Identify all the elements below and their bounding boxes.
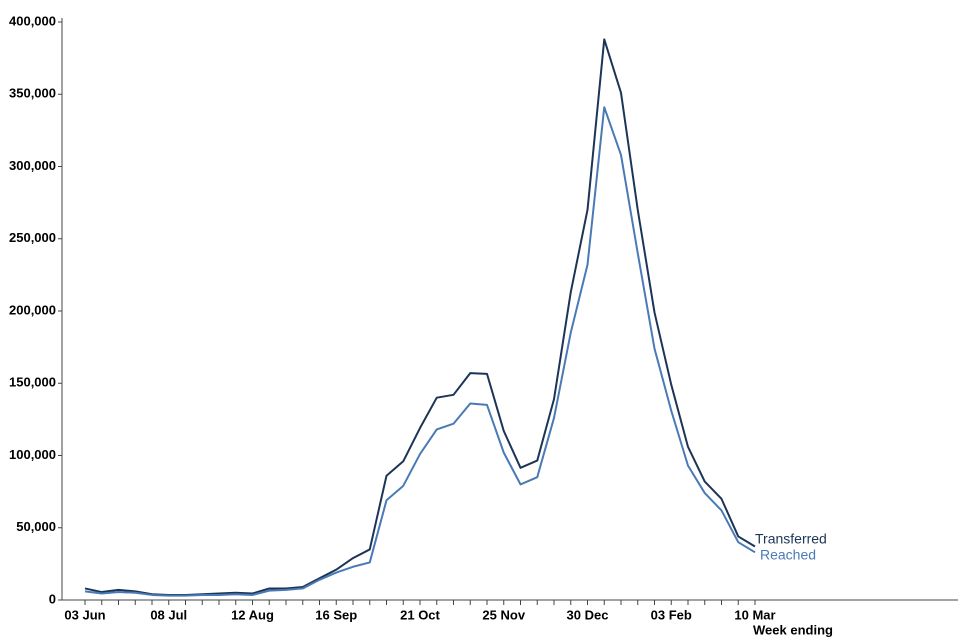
y-tick-label: 100,000 [9, 447, 56, 462]
x-tick-label: 25 Nov [482, 607, 525, 622]
x-tick-label: 03 Feb [651, 607, 692, 622]
x-tick-label: 12 Aug [231, 607, 274, 622]
y-tick-label: 300,000 [9, 158, 56, 173]
series-label: Transferred [755, 531, 827, 547]
x-tick-label: 03 Jun [64, 607, 105, 622]
y-tick-label: 0 [49, 591, 56, 606]
y-tick-label: 400,000 [9, 13, 56, 28]
y-tick-label: 200,000 [9, 302, 56, 317]
x-tick-label: 21 Oct [400, 607, 440, 622]
y-tick-label: 50,000 [16, 519, 56, 534]
x-tick-label: 08 Jul [150, 607, 187, 622]
y-tick-label: 350,000 [9, 86, 56, 101]
series-label: Reached [760, 547, 816, 563]
x-tick-label: 10 Mar [734, 607, 775, 622]
series-line [84, 106, 756, 597]
series-line [84, 38, 756, 596]
x-tick-label: 30 Dec [567, 607, 609, 622]
x-axis-label: Week ending [753, 622, 833, 637]
x-tick-label: 16 Sep [315, 607, 357, 622]
y-tick-label: 250,000 [9, 230, 56, 245]
y-tick-label: 150,000 [9, 375, 56, 390]
